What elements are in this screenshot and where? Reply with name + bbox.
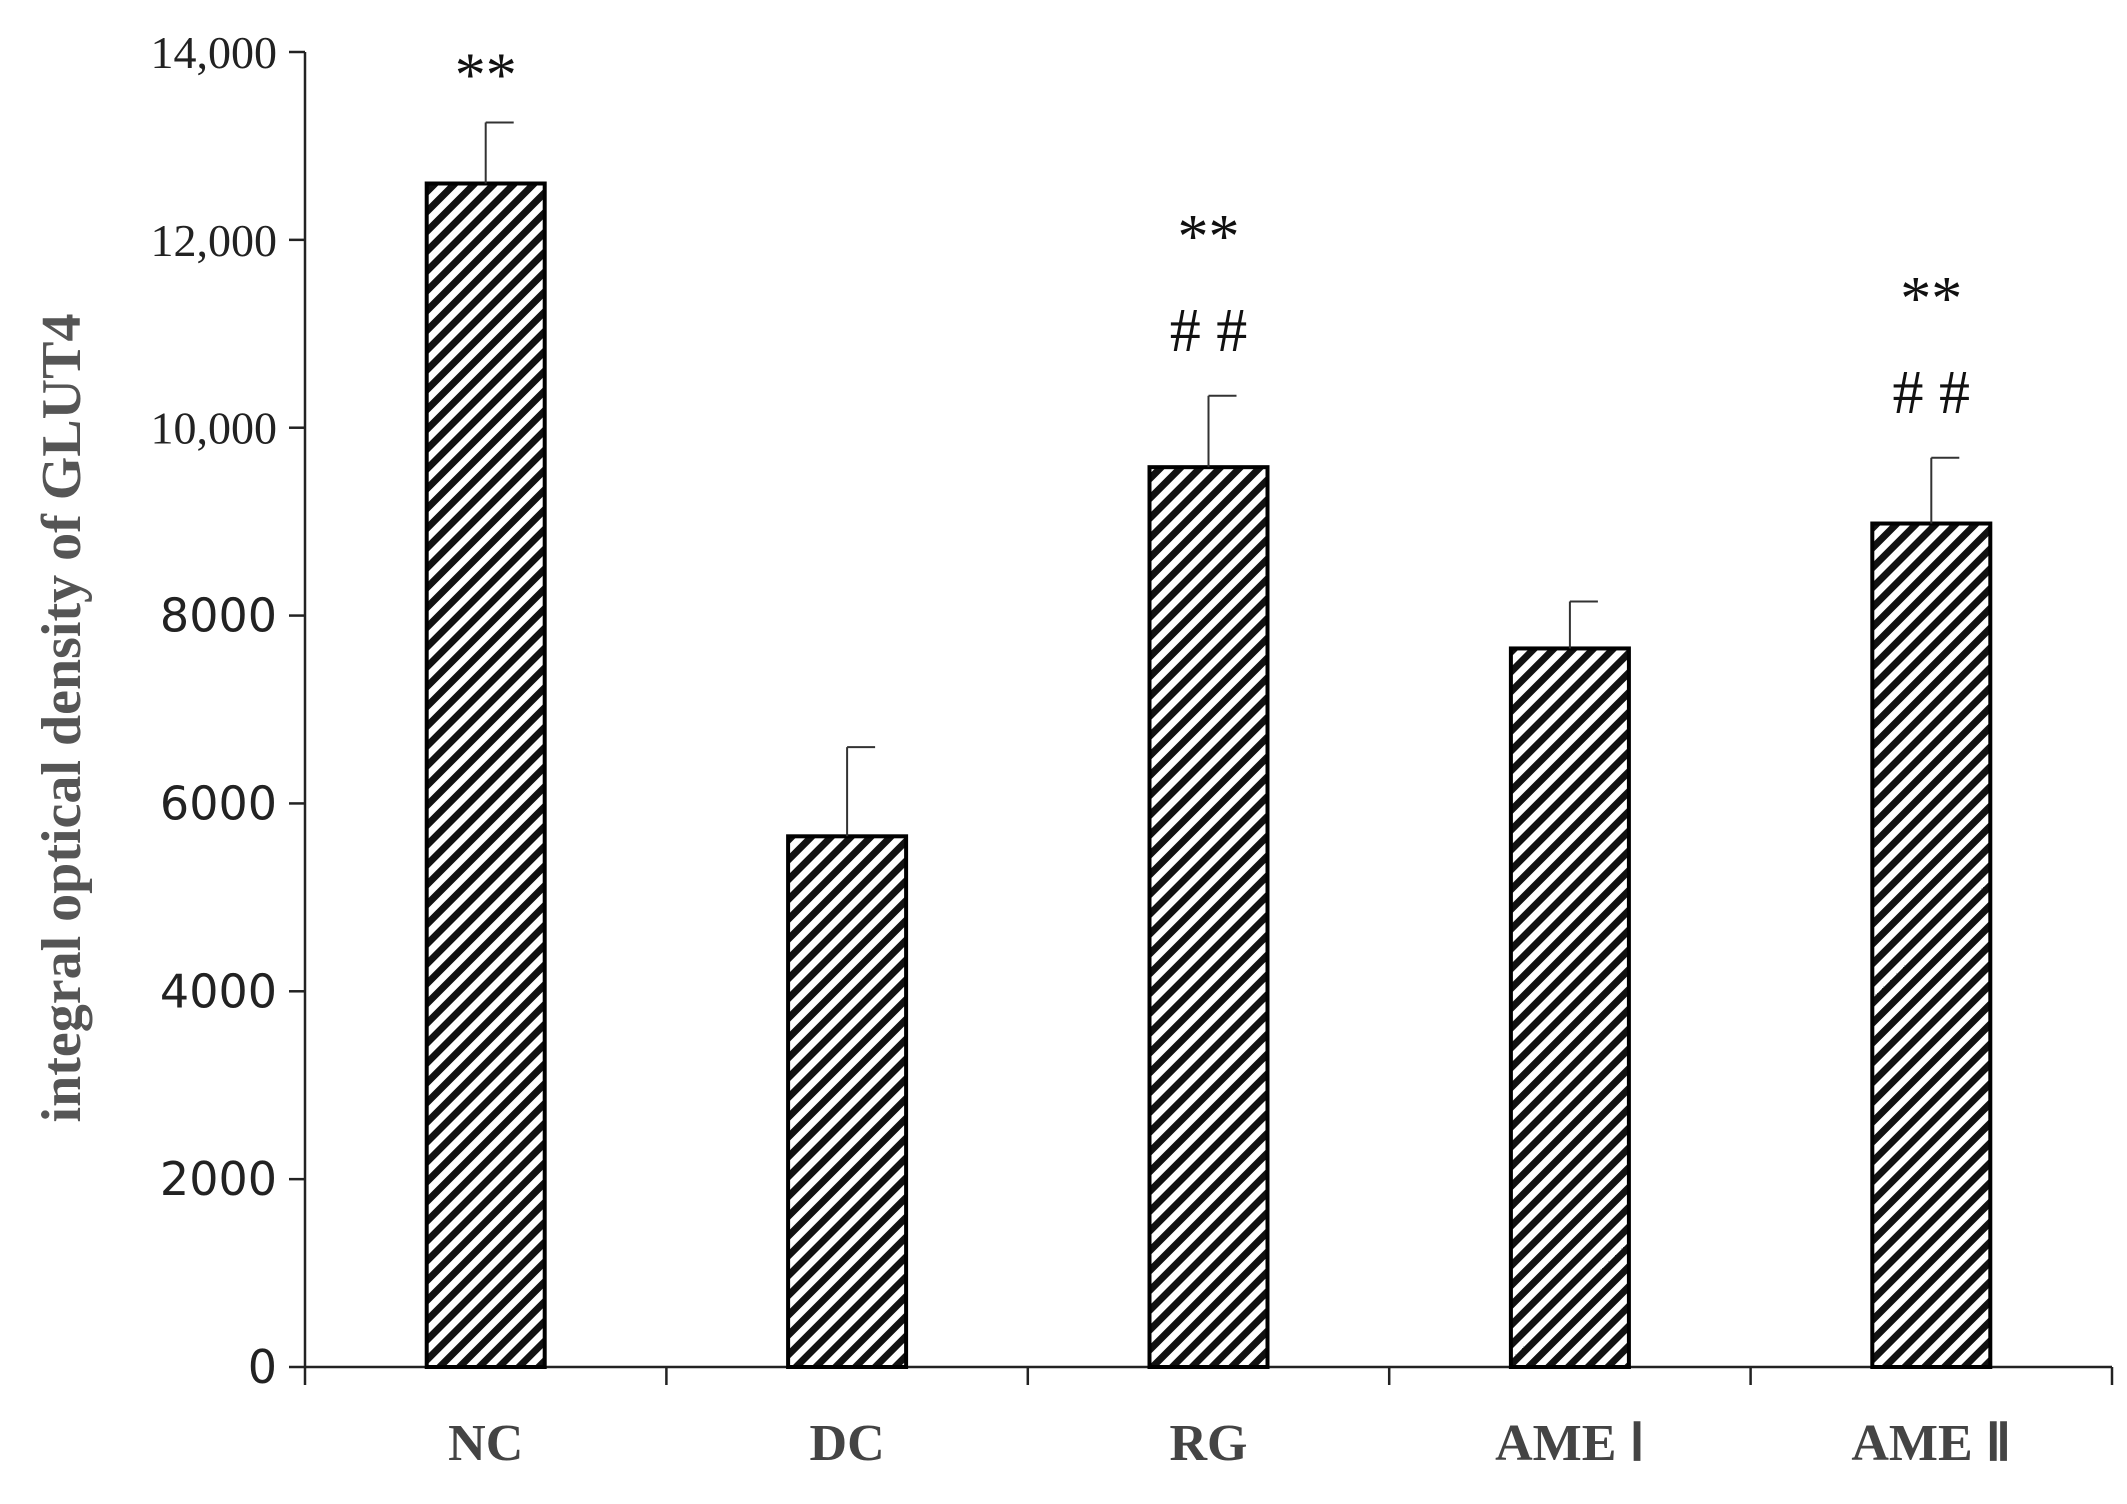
error-bar: [484, 121, 514, 184]
bar: [1147, 465, 1270, 1369]
x-axis: NC DC RG AME Ⅰ AME Ⅱ: [303, 1365, 2114, 1472]
x-tick-label: AME Ⅱ: [1851, 1415, 2011, 1472]
y-tick-label: 6000: [160, 776, 277, 830]
x-tick-label: DC: [810, 1415, 885, 1472]
significance-hash: # #: [1893, 359, 1971, 427]
y-axis-label: integral optical density of GLUT4: [31, 314, 93, 1123]
y-tick-label: 4000: [160, 964, 277, 1018]
error-bar: [1207, 394, 1237, 468]
error-bar: [1568, 600, 1598, 649]
y-axis-label-group: integral optical density of GLUT4: [31, 314, 93, 1123]
bar: [424, 181, 547, 1369]
y-tick-label: 12,000: [151, 215, 278, 266]
bar: [1870, 521, 1993, 1369]
y-axis: 0 2000 4000 6000 8000 10,000 12,000 14,000: [151, 27, 307, 1394]
bars: [424, 181, 1993, 1369]
y-tick-label: 2000: [160, 1152, 277, 1206]
error-bars: [484, 121, 1960, 837]
bar: [1508, 646, 1631, 1369]
x-tick-label: NC: [448, 1415, 523, 1472]
x-tick-label: RG: [1170, 1415, 1248, 1472]
error-bar: [846, 746, 876, 837]
significance-stars: **: [1178, 203, 1240, 271]
x-tick-label: AME Ⅰ: [1495, 1415, 1645, 1472]
error-bar: [1930, 456, 1960, 524]
significance-stars: **: [1900, 265, 1962, 333]
y-tick-label: 0: [248, 1340, 277, 1394]
y-tick-label: 14,000: [151, 27, 278, 78]
significance-hash: # #: [1170, 297, 1248, 365]
y-tick-label: 8000: [160, 589, 277, 643]
y-tick-label: 10,000: [151, 403, 278, 454]
significance-annotations: ** ** # # ** # #: [455, 41, 1970, 426]
bar: [786, 834, 909, 1369]
significance-stars: **: [455, 41, 517, 109]
